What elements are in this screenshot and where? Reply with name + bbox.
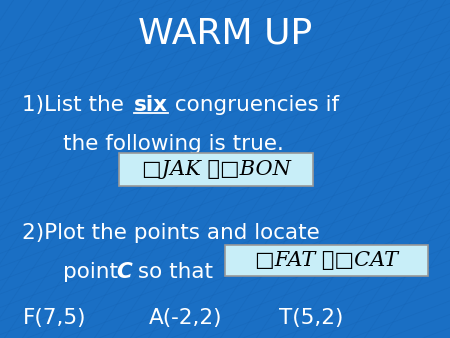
Text: so that: so that — [130, 262, 220, 282]
Text: A(-2,2): A(-2,2) — [148, 308, 222, 328]
Text: C: C — [116, 262, 132, 282]
Text: six: six — [134, 95, 168, 115]
Text: the following is true.: the following is true. — [63, 134, 284, 153]
Text: point: point — [63, 262, 125, 282]
Text: □JAK ≅□BON: □JAK ≅□BON — [142, 160, 290, 179]
Text: congruencies if: congruencies if — [168, 95, 339, 115]
FancyBboxPatch shape — [225, 245, 428, 276]
Text: F(7,5): F(7,5) — [22, 308, 86, 328]
Text: WARM UP: WARM UP — [138, 17, 312, 51]
Text: 1)List the: 1)List the — [22, 95, 131, 115]
Text: 2)Plot the points and locate: 2)Plot the points and locate — [22, 223, 320, 243]
FancyBboxPatch shape — [119, 153, 313, 186]
Text: □FAT ≅□CAT: □FAT ≅□CAT — [255, 251, 398, 270]
Text: T(5,2): T(5,2) — [279, 308, 343, 328]
